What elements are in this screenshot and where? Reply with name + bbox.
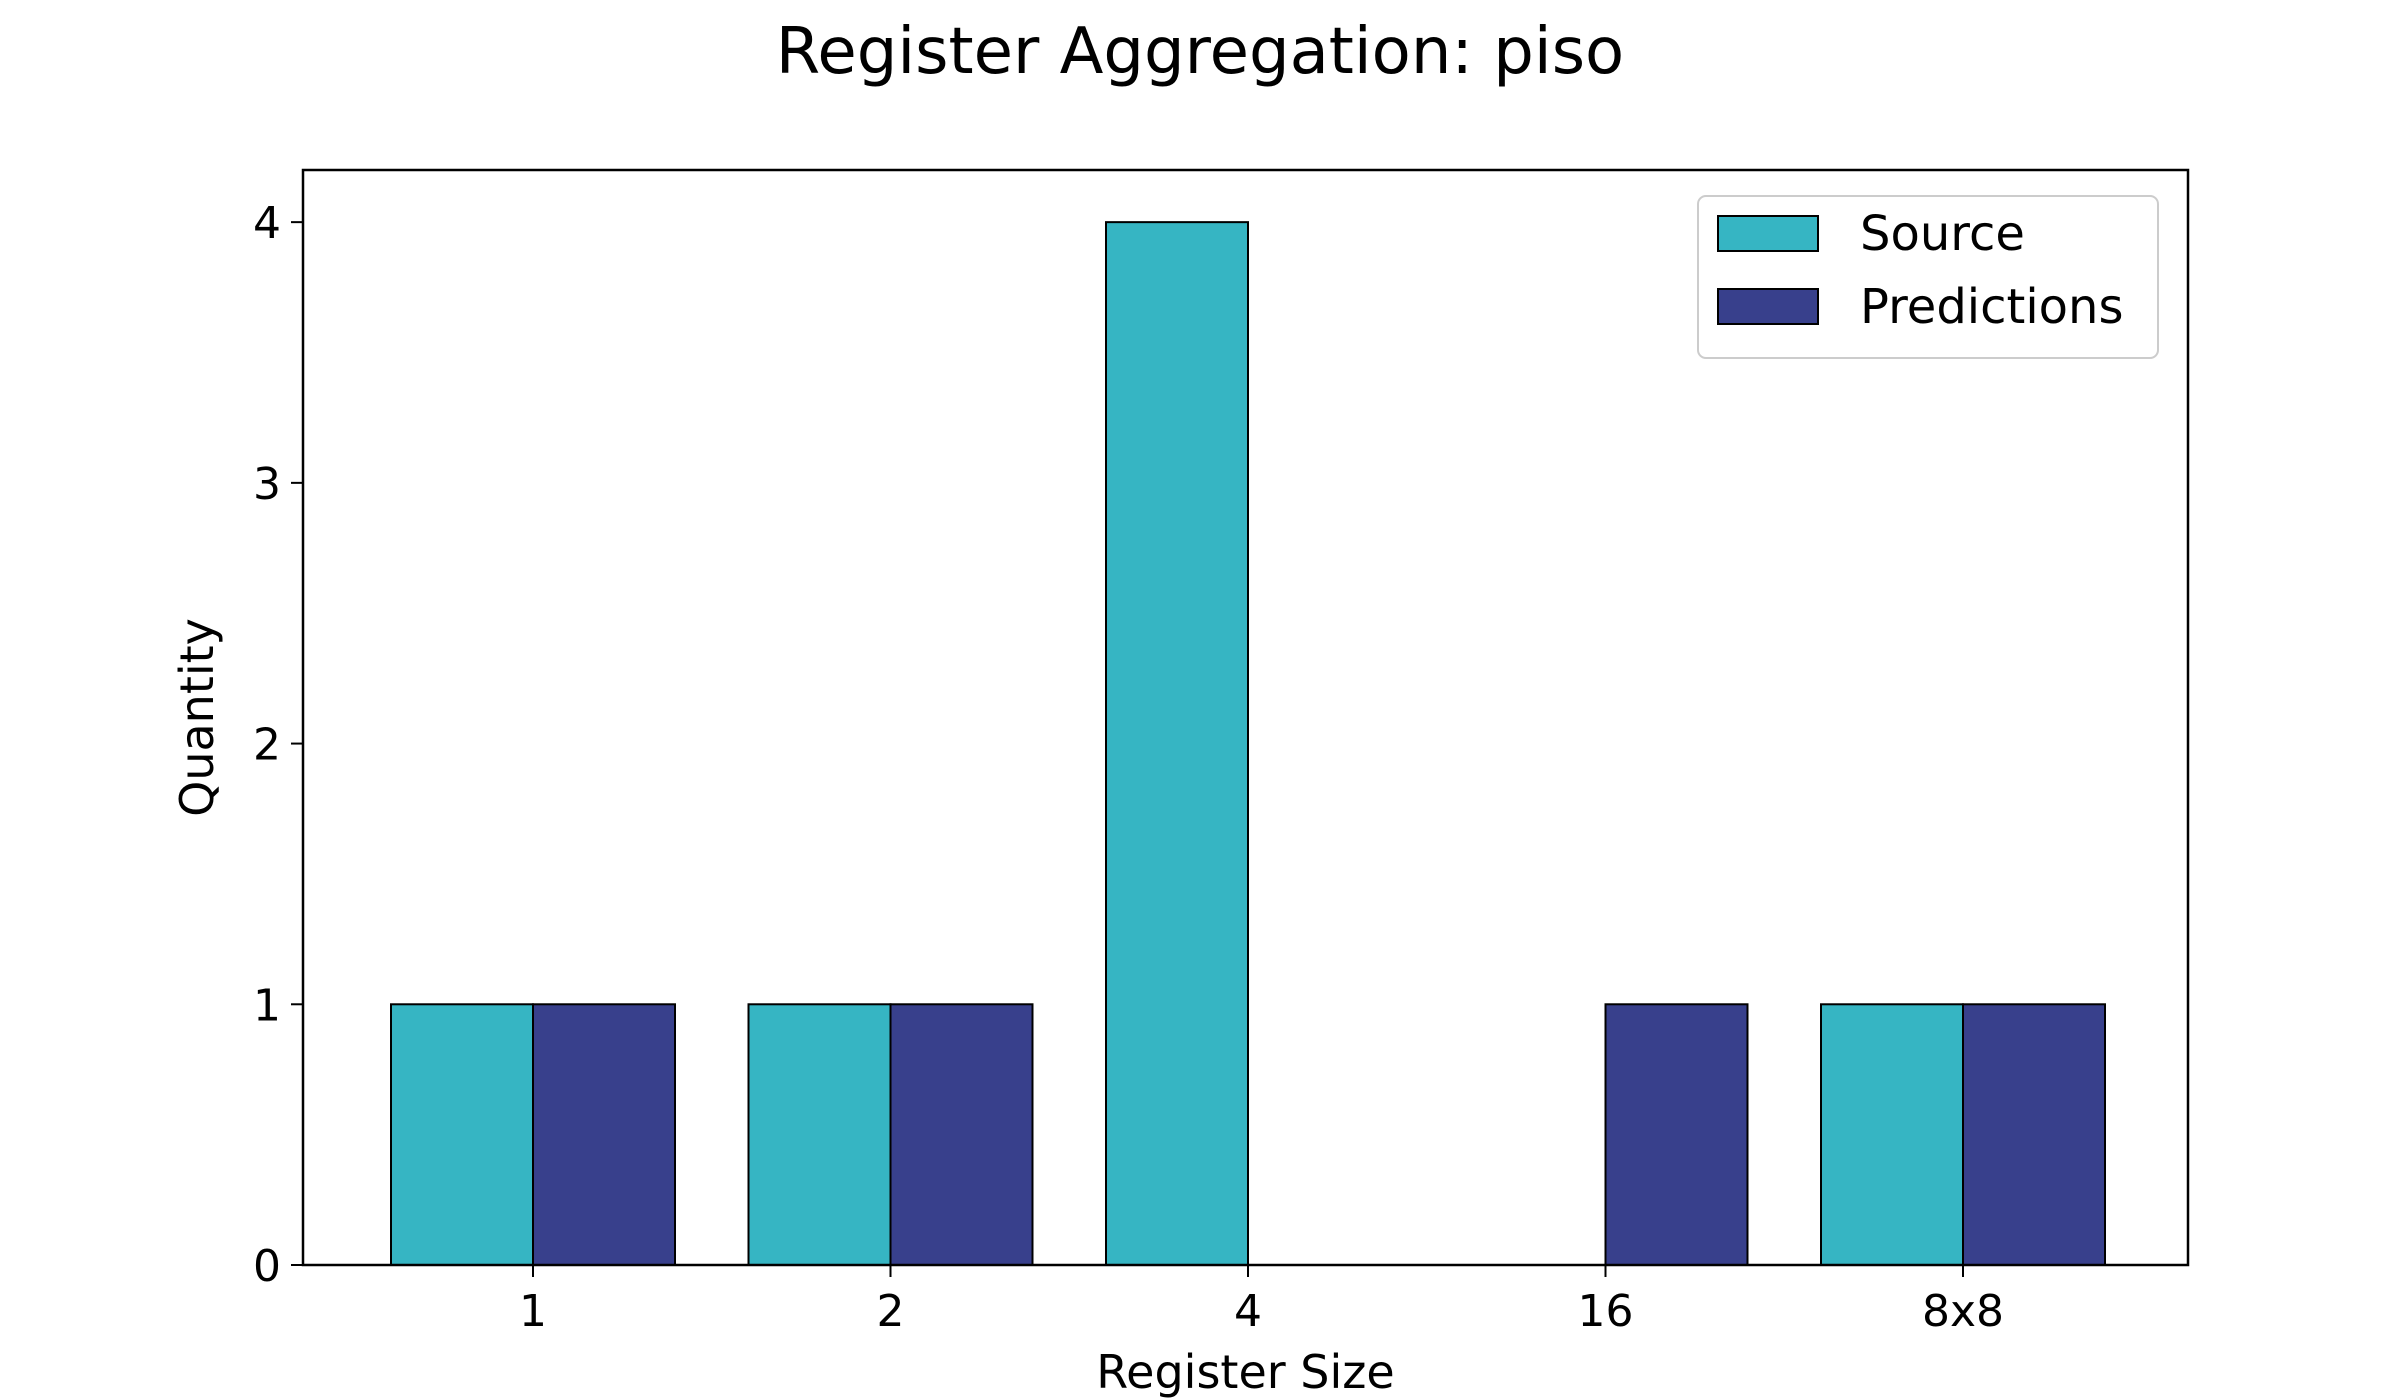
legend-swatch-source (1717, 215, 1819, 252)
legend-swatch-predictions (1717, 288, 1819, 325)
x-axis-ticks: 1 2 4 16 8x8 (519, 1265, 2004, 1337)
y-tick-label: 4 (253, 198, 281, 249)
chart-title: Register Aggregation: piso (776, 15, 1624, 89)
y-tick-label: 3 (253, 459, 281, 510)
x-tick-label: 2 (877, 1286, 905, 1337)
y-tick-label: 1 (253, 980, 281, 1031)
bar-source-2 (747, 1003, 892, 1266)
x-tick-label: 4 (1234, 1286, 1262, 1337)
bar-source-4 (1105, 221, 1249, 1267)
x-tick-label: 16 (1578, 1286, 1634, 1337)
y-tick-label: 2 (253, 720, 281, 771)
bar-predictions-8x8 (1962, 1003, 2106, 1266)
bar-predictions-1 (532, 1003, 676, 1266)
bar-source-8x8 (1820, 1003, 1964, 1266)
bars-group (390, 221, 2106, 1267)
legend-label-predictions: Predictions (1860, 279, 2123, 335)
x-axis-label: Register Size (1096, 1345, 1394, 1399)
x-tick-label: 1 (519, 1286, 547, 1337)
y-axis-label: Quantity (170, 618, 224, 817)
legend-label-source: Source (1860, 206, 2025, 262)
x-tick-label: 8x8 (1922, 1286, 2004, 1337)
bar-predictions-2 (889, 1003, 1034, 1266)
bar-source-1 (390, 1003, 534, 1266)
bar-predictions-16 (1604, 1003, 1749, 1266)
plot-area-frame (301, 168, 2190, 1267)
y-axis-ticks: 0 1 2 3 4 (253, 198, 303, 1292)
y-tick-label: 0 (253, 1241, 281, 1292)
legend: Source Predictions (1697, 195, 2159, 359)
